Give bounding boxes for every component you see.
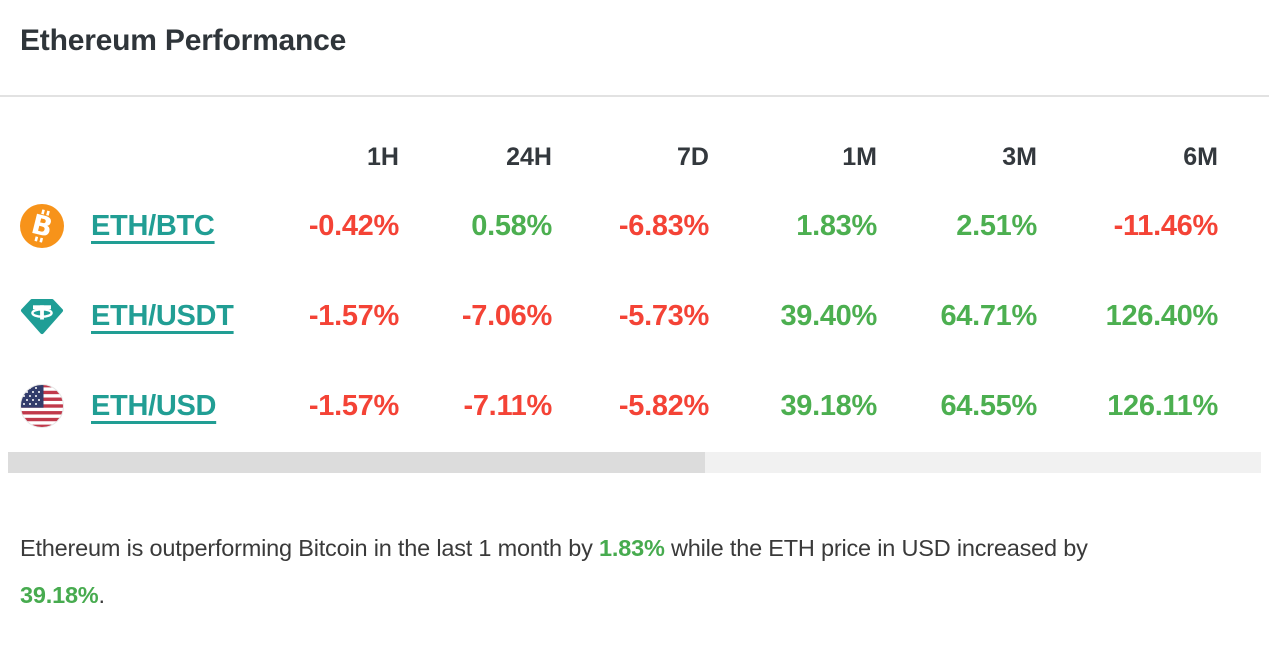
table-row: B ETH/BTC -0.42% 0.58% -6.83% 1.83% 2.51…: [0, 181, 1269, 271]
ethereum-performance-widget: Ethereum Performance 1H 24H 7D 1M 3M 6M …: [0, 0, 1269, 619]
table-header-row: 1H 24H 7D 1M 3M 6M: [0, 133, 1269, 181]
widget-header: Ethereum Performance: [0, 0, 1269, 58]
tether-icon: [21, 299, 63, 334]
pct-change: 126.11%: [1107, 389, 1218, 422]
pct-change: 39.40%: [780, 299, 877, 332]
pct-change: -1.57%: [308, 389, 399, 422]
pct-change: 64.71%: [940, 299, 1037, 332]
pct-change: 64.55%: [940, 389, 1037, 422]
pct-change: 2.51%: [956, 209, 1037, 242]
table-row: ETH/USD -1.57% -7.11% -5.82% 39.18% 64.5…: [0, 361, 1269, 451]
pct-change: 1.83%: [796, 209, 877, 242]
column-header-3m: 3M: [1002, 142, 1037, 171]
column-header-1h: 1H: [367, 142, 399, 171]
column-header-1m: 1M: [842, 142, 877, 171]
pair-link-eth-btc[interactable]: ETH/BTC: [91, 209, 215, 242]
pair-link-eth-usd[interactable]: ETH/USD: [91, 389, 217, 422]
pct-change: -7.11%: [463, 389, 553, 422]
summary-highlight-usd: 39.18%: [20, 582, 99, 608]
pct-change: -6.83%: [618, 209, 709, 242]
pct-change: 126.40%: [1105, 299, 1219, 332]
pct-change: -1.57%: [308, 299, 399, 332]
summary-part2: while the ETH price in USD increased by: [664, 535, 1088, 561]
page-title: Ethereum Performance: [20, 24, 347, 57]
bitcoin-icon: B: [20, 204, 64, 248]
pct-change: -11.46%: [1113, 209, 1219, 242]
pair-cell-eth-usdt: ETH/USDT: [0, 294, 290, 338]
pct-change: 39.18%: [780, 389, 877, 422]
column-header-7d: 7D: [677, 142, 709, 171]
summary-text: Ethereum is outperforming Bitcoin in the…: [20, 525, 1170, 619]
horizontal-scrollbar-thumb[interactable]: [8, 452, 705, 473]
pct-change: -0.42%: [308, 209, 399, 242]
table-row: ETH/USDT -1.57% -7.06% -5.73% 39.40% 64.…: [0, 271, 1269, 361]
summary-part3: .: [98, 582, 106, 608]
pct-change: -5.82%: [618, 389, 709, 422]
horizontal-scrollbar-track[interactable]: [8, 452, 1261, 473]
column-header-6m: 6M: [1183, 142, 1218, 171]
summary-part1: Ethereum is outperforming Bitcoin in the…: [20, 535, 600, 561]
header-divider: [0, 95, 1269, 97]
pct-change: -5.73%: [618, 299, 709, 332]
pair-cell-eth-usd: ETH/USD: [0, 384, 290, 428]
pct-change: 0.58%: [471, 209, 552, 242]
performance-table: 1H 24H 7D 1M 3M 6M B ETH: [0, 133, 1269, 473]
column-header-24h: 24H: [506, 142, 552, 171]
pair-cell-eth-btc: B ETH/BTC: [0, 204, 290, 248]
pair-link-eth-usdt[interactable]: ETH/USDT: [91, 299, 234, 332]
us-flag-icon: [20, 384, 64, 428]
pct-change: -7.06%: [461, 299, 552, 332]
summary-highlight-1m: 1.83%: [599, 535, 665, 561]
